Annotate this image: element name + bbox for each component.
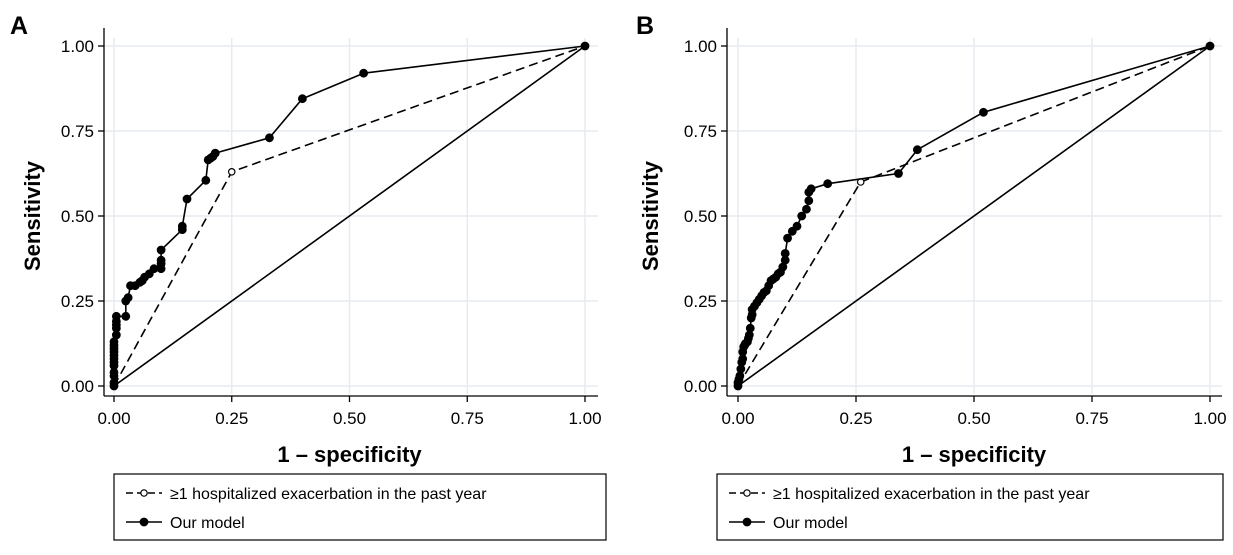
y-tick-label: 0.25 — [61, 292, 94, 311]
x-tick-label: 1.00 — [1193, 409, 1226, 428]
point-our-model — [797, 211, 807, 221]
point-our-model — [121, 311, 131, 321]
x-axis-title: 1 – specificity — [277, 442, 422, 467]
legend-marker-our-model — [742, 517, 752, 527]
y-tick-label: 1.00 — [61, 37, 94, 56]
y-tick-label: 0.75 — [684, 122, 717, 141]
point-our-model — [156, 245, 166, 255]
legend-marker-hospitalized — [743, 489, 751, 497]
point-our-model — [156, 255, 166, 265]
y-tick-label: 0.00 — [61, 377, 94, 396]
y-tick-label: 0.00 — [684, 377, 717, 396]
x-tick-label: 0.50 — [957, 409, 990, 428]
point-hospitalized — [227, 168, 236, 176]
y-tick-label: 0.75 — [61, 122, 94, 141]
point-our-model — [210, 148, 220, 158]
x-tick-label: 1.00 — [568, 409, 601, 428]
point-our-model — [177, 221, 187, 231]
point-our-model — [802, 204, 811, 214]
legend-marker-hospitalized — [140, 489, 148, 497]
point-our-model — [580, 41, 590, 51]
y-tick-label: 0.50 — [61, 207, 94, 226]
point-our-model — [979, 107, 988, 117]
point-our-model — [780, 248, 790, 258]
point-our-model — [804, 196, 814, 206]
point-our-model — [359, 68, 369, 78]
panel-label: A — [10, 12, 28, 40]
reference-diagonal-line — [737, 45, 1211, 387]
point-our-model — [806, 184, 816, 194]
legend-box — [113, 473, 607, 541]
legend-label-our-model: Our model — [170, 515, 245, 532]
legend-box — [716, 473, 1224, 541]
point-our-model — [1205, 41, 1215, 51]
x-tick-label: 0.75 — [1075, 409, 1108, 428]
reference-diagonal-line — [113, 45, 586, 387]
x-tick-label: 0.25 — [839, 409, 872, 428]
legend-label-our-model: Our model — [773, 515, 848, 532]
roc-panel-b: B 0.00 0.25 0.50 0.75 1.00 0.00 0.25 0.50 0.75 1.0… — [636, 12, 1227, 541]
point-our-model — [182, 194, 192, 204]
y-axis-title: Sensitivity — [20, 160, 45, 271]
point-our-model — [265, 133, 274, 143]
x-tick-label: 0.25 — [215, 409, 248, 428]
legend-marker-our-model — [139, 517, 149, 527]
point-our-model — [111, 311, 121, 321]
legend: ≥1 hospitalized exacerbation in the past… — [113, 473, 607, 541]
point-our-model — [823, 179, 833, 189]
point-our-model — [792, 221, 802, 231]
x-tick-label: 0.00 — [721, 409, 754, 428]
legend-label-hospitalized: ≥1 hospitalized exacerbation in the past… — [773, 486, 1090, 503]
point-our-model — [745, 323, 755, 333]
point-our-model — [123, 293, 133, 303]
x-tick-label: 0.50 — [333, 409, 366, 428]
x-axis-title: 1 – specificity — [902, 442, 1047, 467]
legend-label-hospitalized: ≥1 hospitalized exacerbation in the past… — [170, 486, 487, 503]
panel-label: B — [636, 12, 654, 40]
point-our-model — [201, 175, 211, 185]
point-our-model — [912, 145, 922, 155]
point-our-model — [783, 233, 792, 243]
x-tick-label: 0.75 — [451, 409, 484, 428]
point-our-model — [298, 94, 307, 104]
point-our-model — [894, 169, 903, 178]
y-axis-title: Sensitivity — [638, 160, 663, 271]
y-tick-label: 1.00 — [684, 37, 717, 56]
x-tick-label: 0.00 — [97, 409, 130, 428]
y-tick-label: 0.25 — [684, 292, 717, 311]
point-our-model — [149, 264, 159, 274]
y-tick-label: 0.50 — [684, 207, 717, 226]
legend: ≥1 hospitalized exacerbation in the past… — [716, 473, 1224, 541]
roc-panel-a: A 0.00 0.25 0.50 0.75 1.00 0.00 0.25 0.50 0.75 1.0… — [10, 12, 607, 541]
